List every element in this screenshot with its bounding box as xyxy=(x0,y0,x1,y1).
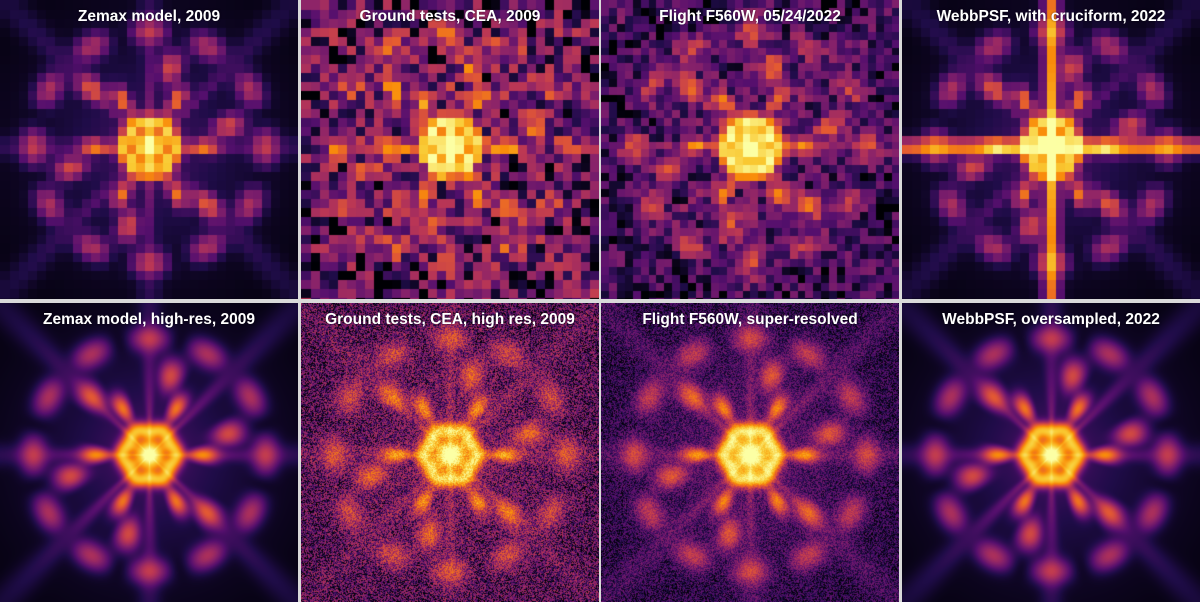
psf-panel-flight: Flight F560W, 05/24/2022 xyxy=(601,0,899,299)
panel-title: Flight F560W, 05/24/2022 xyxy=(659,8,841,25)
psf-panel-zemax-highres: Zemax model, high-res, 2009 xyxy=(0,303,298,602)
psf-panel-flight-superresolved: Flight F560W, super-resolved xyxy=(601,303,899,602)
psf-image xyxy=(902,0,1200,299)
psf-image xyxy=(902,303,1200,602)
psf-panel-webbpsf-cruciform: WebbPSF, with cruciform, 2022 xyxy=(902,0,1200,299)
panel-title: Zemax model, high-res, 2009 xyxy=(43,311,255,328)
psf-image xyxy=(601,303,899,602)
psf-image xyxy=(601,0,899,299)
panel-title: Ground tests, CEA, high res, 2009 xyxy=(325,311,575,328)
psf-panel-webbpsf-oversampled: WebbPSF, oversampled, 2022 xyxy=(902,303,1200,602)
psf-panel-ground-highres: Ground tests, CEA, high res, 2009 xyxy=(301,303,599,602)
psf-panel-zemax-model: Zemax model, 2009 xyxy=(0,0,298,299)
psf-image xyxy=(0,0,298,299)
panel-title: Flight F560W, super-resolved xyxy=(642,311,858,328)
panel-title: WebbPSF, oversampled, 2022 xyxy=(942,311,1160,328)
panel-title: Ground tests, CEA, 2009 xyxy=(359,8,541,25)
psf-panel-ground-tests: Ground tests, CEA, 2009 xyxy=(301,0,599,299)
panel-title: WebbPSF, with cruciform, 2022 xyxy=(936,8,1166,25)
panel-title: Zemax model, 2009 xyxy=(77,8,221,25)
psf-image xyxy=(0,303,298,602)
psf-image xyxy=(301,303,599,602)
psf-image xyxy=(301,0,599,299)
